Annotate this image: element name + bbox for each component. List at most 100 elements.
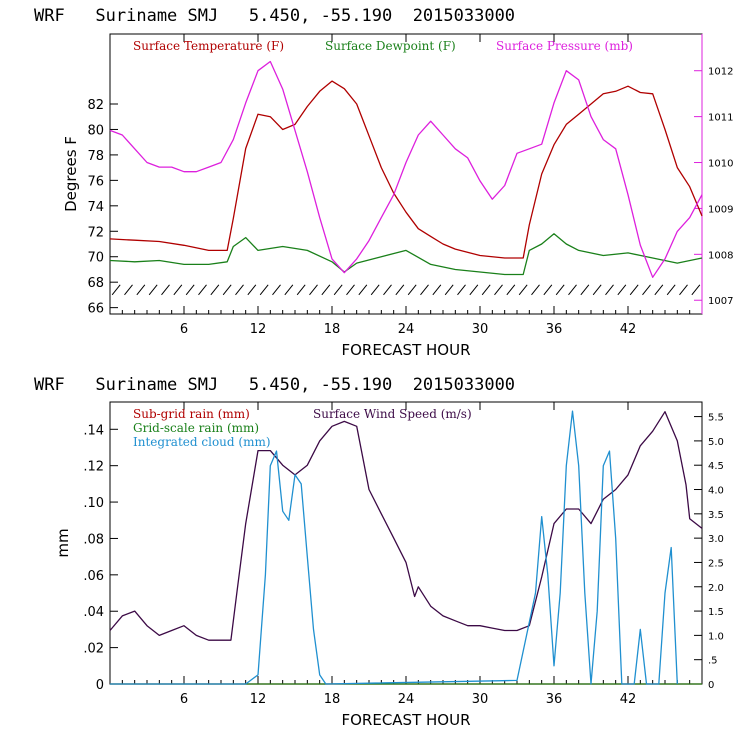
legend-surface-dewpoint: Surface Dewpoint (F) (325, 39, 456, 53)
y2-tick-label: 2.0 (708, 583, 724, 594)
y-tick-label: 76 (87, 174, 104, 189)
x-tick-label: 6 (180, 322, 188, 337)
top-series-lines (109, 60, 703, 278)
series-line-integrated-cloud-mm (110, 410, 678, 685)
wind-barb (210, 284, 220, 296)
top-y2-ticks: 1007 1008 1009 1010 1011 1012 (694, 67, 733, 307)
series-line-surface-wind-speed-m-s (109, 411, 703, 641)
wind-barb (420, 284, 429, 296)
wind-barb (580, 284, 590, 296)
wind-barb (148, 284, 158, 296)
wind-barb (481, 284, 491, 296)
wind-barb (395, 284, 405, 296)
y2-tick-label: 3.0 (708, 534, 724, 545)
y-tick-label: 78 (87, 149, 104, 164)
y2-tick-label: 1.5 (708, 607, 724, 618)
bottom-y2-ticks: 0 .5 1.0 1.5 2.0 2.5 3.0 3.5 4.0 4.5 5.0 5.5 (694, 413, 724, 691)
legend-surface-pressure: Surface Pressure (mb) (496, 39, 633, 53)
y-tick-label: .06 (83, 569, 104, 584)
x-tick-label: 36 (546, 322, 563, 337)
top-plot-frame (109, 33, 703, 315)
wind-barb (247, 284, 257, 296)
y2-tick-label: .5 (708, 656, 718, 667)
wind-barb (518, 284, 528, 296)
y2-tick-label: 2.5 (708, 558, 724, 569)
wind-barb (654, 284, 664, 296)
y-tick-label: .12 (83, 460, 104, 475)
x-tick-label: 30 (472, 322, 489, 337)
x-tick-label: 36 (546, 692, 563, 707)
wind-barb (629, 284, 639, 296)
y2-tick-label: 1.0 (708, 631, 724, 642)
wind-barb (679, 284, 688, 296)
legend-integrated-cloud: Integrated cloud (mm) (133, 435, 271, 449)
y2-tick-label: 4.0 (708, 486, 724, 497)
y-tick-label: .10 (83, 496, 104, 511)
series-line-surface-pressure-mb (109, 60, 703, 278)
top-y-axis-label: Degrees F (62, 136, 80, 212)
wind-barb (259, 284, 269, 296)
wind-barb (235, 284, 244, 296)
wind-barb (494, 284, 503, 296)
bottom-series-lines (109, 410, 703, 685)
wind-barb (642, 284, 651, 296)
series-line-surface-temperature-f (109, 80, 703, 259)
y-tick-label: 72 (87, 225, 104, 240)
wind-barb (506, 284, 516, 296)
legend-surface-temperature: Surface Temperature (F) (133, 39, 284, 53)
y-tick-label: 82 (87, 98, 104, 113)
bottom-y-axis-label: mm (54, 528, 72, 557)
y2-tick-label: 3.5 (708, 510, 724, 521)
bottom-chart-title: WRF Suriname SMJ 5.450, -55.190 20150330… (34, 375, 515, 395)
wind-barb (222, 284, 232, 296)
wind-barb (666, 284, 676, 296)
wind-barb (321, 284, 331, 296)
x-tick-label: 6 (180, 692, 188, 707)
bottom-y-ticks: 0 .02 .04 .06 .08 .10 .12 .14 (83, 423, 118, 693)
y2-tick-label: 1008 (708, 250, 733, 261)
legend-surface-wind-speed: Surface Wind Speed (m/s) (313, 407, 472, 421)
wind-barb (309, 284, 318, 296)
x-tick-label: 24 (398, 322, 415, 337)
wind-barb (296, 284, 306, 296)
y2-tick-label: 1010 (708, 159, 733, 170)
y2-tick-label: 0 (708, 680, 714, 691)
precipitation-panel: WRF Suriname SMJ 5.450, -55.190 20150330… (34, 375, 724, 729)
wind-barb (198, 284, 207, 296)
x-tick-label: 30 (472, 692, 489, 707)
wind-barb (531, 284, 540, 296)
wind-barb (124, 284, 133, 296)
wind-barb (617, 284, 627, 296)
temperature-panel: WRF Suriname SMJ 5.450, -55.190 20150330… (34, 6, 733, 359)
y-tick-label: .02 (83, 642, 104, 657)
wind-barb (469, 284, 479, 296)
x-tick-label: 12 (250, 692, 267, 707)
legend-sub-grid-rain: Sub-grid rain (mm) (133, 407, 250, 421)
top-y-ticks: 66 68 70 72 74 76 78 80 82 (87, 98, 118, 317)
y2-tick-label: 1011 (708, 113, 733, 124)
bottom-x-axis-label: FORECAST HOUR (341, 711, 470, 729)
wind-barb (284, 284, 294, 296)
y-tick-label: 70 (87, 251, 104, 266)
wind-barb (457, 284, 466, 296)
wind-barb (543, 284, 553, 296)
y-tick-label: 74 (87, 200, 104, 215)
legend-grid-scale-rain: Grid-scale rain (mm) (133, 421, 259, 435)
top-x-ticks: 6 12 18 24 30 36 42 (121, 34, 691, 337)
wind-barb (407, 284, 417, 296)
y2-tick-label: 5.0 (708, 437, 724, 448)
wind-barb (136, 284, 146, 296)
wind-barb (592, 284, 602, 296)
y-tick-label: .14 (83, 423, 104, 438)
x-tick-label: 12 (250, 322, 267, 337)
y-tick-label: 80 (87, 123, 104, 138)
x-tick-label: 18 (324, 322, 341, 337)
wind-barbs (111, 284, 701, 296)
wind-barb (185, 284, 195, 296)
y-tick-label: .08 (83, 532, 104, 547)
wind-barb (691, 284, 701, 296)
wind-barb (111, 284, 121, 296)
x-tick-label: 24 (398, 692, 415, 707)
y-tick-label: .04 (83, 605, 104, 620)
y-tick-label: 66 (87, 302, 104, 317)
